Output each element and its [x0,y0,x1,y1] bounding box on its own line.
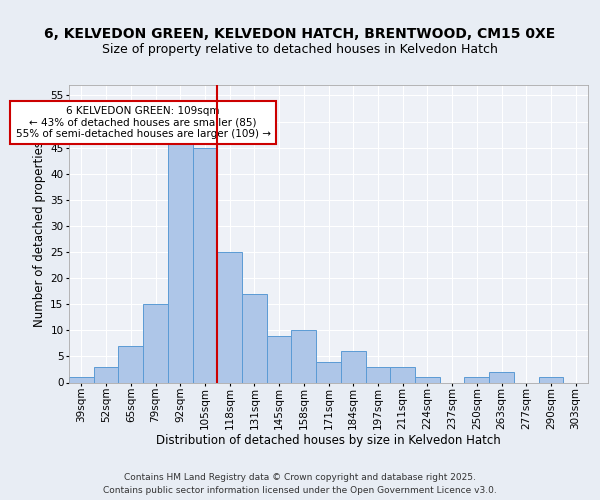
Bar [118,346,143,383]
Bar [94,367,118,382]
Bar [242,294,267,382]
Bar [415,378,440,382]
Bar [341,351,365,382]
Bar [217,252,242,382]
Bar [143,304,168,382]
Text: 6, KELVEDON GREEN, KELVEDON HATCH, BRENTWOOD, CM15 0XE: 6, KELVEDON GREEN, KELVEDON HATCH, BRENT… [44,28,556,42]
Bar [539,378,563,382]
Bar [292,330,316,382]
Bar [390,367,415,382]
Bar [168,142,193,382]
Text: Size of property relative to detached houses in Kelvedon Hatch: Size of property relative to detached ho… [102,42,498,56]
Bar [316,362,341,382]
Bar [489,372,514,382]
Bar [365,367,390,382]
Text: Contains HM Land Registry data © Crown copyright and database right 2025.
Contai: Contains HM Land Registry data © Crown c… [103,474,497,495]
Y-axis label: Number of detached properties: Number of detached properties [33,141,46,327]
Bar [69,378,94,382]
Bar [193,148,217,382]
Text: 6 KELVEDON GREEN: 109sqm
← 43% of detached houses are smaller (85)
55% of semi-d: 6 KELVEDON GREEN: 109sqm ← 43% of detach… [16,106,271,139]
X-axis label: Distribution of detached houses by size in Kelvedon Hatch: Distribution of detached houses by size … [156,434,501,448]
Bar [267,336,292,382]
Bar [464,378,489,382]
